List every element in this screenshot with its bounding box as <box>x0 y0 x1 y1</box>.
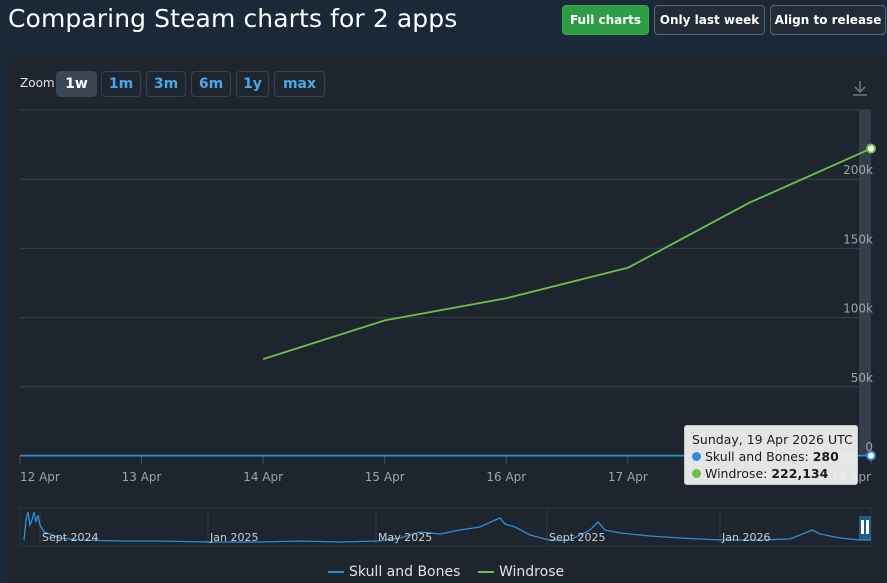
navigator-selection <box>859 516 871 540</box>
legend-line-icon <box>328 571 344 573</box>
only-last-week-button[interactable]: Only last week <box>654 5 765 35</box>
navigator-label: Jan 2025 <box>209 531 258 544</box>
align-to-release-button[interactable]: Align to release <box>770 5 886 35</box>
y-tick-label: 0 <box>865 440 873 454</box>
chart-legend: Skull and Bones Windrose <box>0 564 887 582</box>
zoom-max-button[interactable]: max <box>274 71 325 97</box>
legend-label: Skull and Bones <box>349 564 461 580</box>
zoom-6m-button[interactable]: 6m <box>191 71 231 97</box>
legend-item-skull-and-bones[interactable]: Skull and Bones <box>328 564 460 580</box>
navigator-series-line <box>23 511 871 543</box>
tooltip-date: Sunday, 19 Apr 2026 UTC <box>692 432 853 447</box>
data-point-skull-and-bones <box>866 450 876 461</box>
y-tick-label: 100k <box>843 302 873 316</box>
legend-label: Windrose <box>499 564 565 580</box>
legend-line-icon <box>478 571 494 573</box>
navigator-handle-icon <box>866 520 869 534</box>
x-tick-label: 13 Apr <box>122 470 162 484</box>
data-point-windrose <box>866 143 876 154</box>
x-tick-label: 12 Apr <box>20 470 60 484</box>
y-tick-label: 50k <box>851 371 873 385</box>
x-tick-label: 16 Apr <box>486 470 526 484</box>
y-tick-label: 150k <box>843 232 873 246</box>
download-icon[interactable] <box>850 78 870 98</box>
tooltip-series-name: Windrose <box>705 466 764 481</box>
full-charts-button[interactable]: Full charts <box>562 5 649 35</box>
zoom-3m-button[interactable]: 3m <box>146 71 186 97</box>
zoom-1w-button[interactable]: 1w <box>56 71 97 97</box>
legend-item-windrose[interactable]: Windrose <box>478 564 564 580</box>
page-title: Comparing Steam charts for 2 apps <box>8 4 458 33</box>
navigator-label: Sept 2025 <box>549 531 606 544</box>
series-line-windrose <box>262 147 872 360</box>
hover-band <box>859 110 871 456</box>
navigator-label: Jan 2026 <box>721 531 770 544</box>
x-tick-label: 14 Apr <box>243 470 283 484</box>
tooltip-row-skull-and-bones: Skull and Bones: 280 <box>692 448 857 465</box>
x-tick-label: 17 Apr <box>608 470 648 484</box>
navigator-handle-icon <box>861 520 864 534</box>
navigator-label: May 2025 <box>378 531 432 544</box>
navigator-label: Sept 2024 <box>42 531 99 544</box>
tooltip-row-windrose: Windrose: 222,134 <box>692 465 857 482</box>
hover-tooltip: Sunday, 19 Apr 2026 UTC Skull and Bones:… <box>684 425 858 485</box>
x-tick-label: 15 Apr <box>365 470 405 484</box>
tooltip-series-value: 280 <box>812 449 839 464</box>
zoom-1y-button[interactable]: 1y <box>236 71 269 97</box>
series-dot-icon <box>692 452 701 461</box>
tooltip-series-name: Skull and Bones <box>705 449 805 464</box>
zoom-label: Zoom <box>20 76 55 90</box>
tooltip-series-value: 222,134 <box>771 466 829 481</box>
zoom-1m-button[interactable]: 1m <box>101 71 141 97</box>
y-tick-label: 200k <box>843 163 873 177</box>
series-dot-icon <box>692 469 701 478</box>
